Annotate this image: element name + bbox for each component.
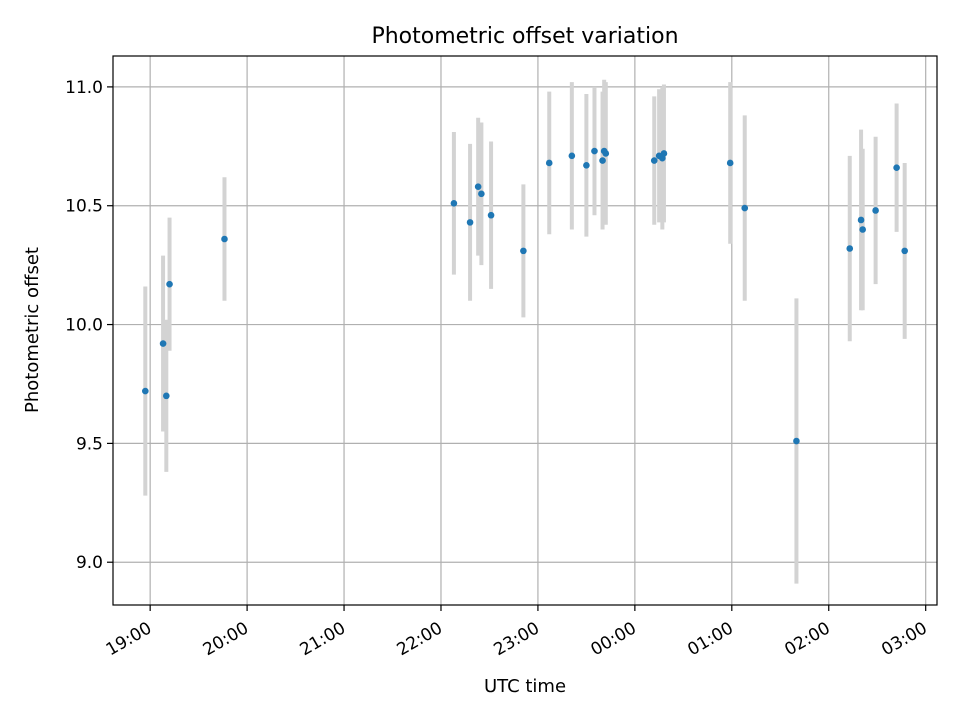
x-tick-label: 19:00 — [103, 618, 155, 660]
x-axis-ticks: 19:00 20:00 21:00 22:00 23:00 00:00 01:00 02:00… — [103, 605, 931, 660]
data-point — [142, 387, 149, 395]
y-tick-label: 10.0 — [65, 316, 103, 336]
data-point — [650, 157, 658, 164]
data-point — [872, 207, 879, 214]
y-axis-ticks: 9.0 9.5 10.0 10.5 11.0 — [65, 78, 113, 573]
x-tick-label: 01:00 — [684, 618, 736, 660]
data-point — [568, 152, 576, 160]
data-point — [602, 150, 610, 157]
y-tick-label: 11.0 — [65, 78, 103, 98]
data-point — [599, 157, 606, 164]
y-tick-label: 9.5 — [76, 434, 103, 454]
data-point — [450, 200, 458, 207]
data-point — [159, 340, 167, 347]
data-point — [859, 226, 866, 233]
y-tick-label: 9.0 — [76, 553, 103, 573]
x-tick-label: 02:00 — [781, 618, 833, 660]
chart-title: Photometric offset variation — [371, 24, 678, 49]
x-tick-label: 03:00 — [878, 618, 930, 660]
data-point — [478, 190, 485, 198]
data-point — [474, 183, 482, 191]
data-point — [660, 150, 668, 157]
data-point — [166, 280, 173, 288]
data-point — [163, 392, 170, 400]
error-bars — [143, 79, 907, 584]
data-point — [857, 216, 865, 224]
plot-frame — [112, 55, 938, 606]
y-axis-label: Photometric offset — [22, 247, 43, 413]
x-tick-label: 21:00 — [297, 618, 349, 660]
data-point — [583, 162, 590, 169]
data-point — [591, 147, 598, 155]
x-tick-label: 22:00 — [394, 618, 446, 660]
data-point — [520, 247, 527, 255]
data-point — [901, 247, 908, 255]
data-point — [893, 164, 900, 172]
data-point — [221, 235, 228, 243]
x-axis-label: UTC time — [484, 676, 566, 697]
data-point — [846, 245, 854, 252]
data-point — [726, 159, 734, 167]
grid-lines — [113, 56, 937, 605]
data-point — [793, 437, 800, 445]
x-tick-label: 00:00 — [587, 618, 639, 660]
x-tick-label: 20:00 — [200, 618, 252, 660]
data-point — [545, 159, 553, 167]
x-tick-label: 23:00 — [491, 618, 543, 660]
data-point — [487, 211, 495, 219]
y-tick-label: 10.5 — [65, 197, 103, 217]
data-point — [466, 219, 474, 226]
data-point — [741, 204, 749, 212]
data-points — [142, 147, 908, 445]
